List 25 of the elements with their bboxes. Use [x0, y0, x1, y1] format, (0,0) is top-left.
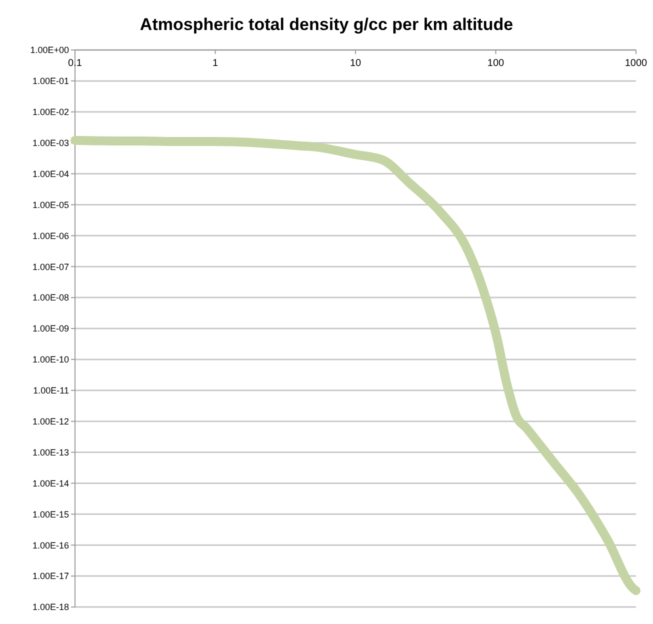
y-tick-label: 1.00E-14	[32, 478, 69, 488]
x-tick-label: 0.1	[68, 58, 82, 69]
y-tick-label: 1.00E-01	[32, 76, 69, 86]
y-tick-label: 1.00E-06	[32, 230, 69, 241]
y-tick-label: 1.00E-17	[32, 571, 69, 582]
y-tick-label: 1.00E-10	[32, 354, 69, 365]
y-tick-label: 1.00E-08	[32, 292, 69, 303]
y-tick-label: 1.00E-03	[32, 138, 69, 148]
y-tick-label: 1.00E-11	[33, 386, 69, 396]
y-tick-label: 1.00E-04	[32, 168, 69, 179]
x-tick-label: 1	[212, 58, 218, 69]
y-tick-label: 1.00E-12	[32, 416, 69, 426]
y-tick-label: 1.00E-18	[32, 602, 69, 612]
y-tick-label: 1.00E+00	[30, 45, 69, 56]
x-tick-label: 10	[350, 58, 362, 69]
y-tick-label: 1.00E-16	[32, 540, 69, 550]
y-tick-label: 1.00E-09	[32, 324, 69, 334]
chart-title: Atmospheric total density g/cc per km altitude	[140, 15, 514, 34]
x-tick-label: 1000	[624, 58, 648, 69]
x-tick-label: 100	[487, 58, 505, 69]
y-tick-label: 1.00E-13	[32, 447, 69, 458]
y-tick-label: 1.00E-07	[32, 262, 69, 272]
y-tick-label: 1.00E-15	[32, 509, 69, 520]
y-tick-label: 1.00E-02	[32, 107, 69, 118]
y-tick-label: 1.00E-05	[32, 200, 69, 210]
